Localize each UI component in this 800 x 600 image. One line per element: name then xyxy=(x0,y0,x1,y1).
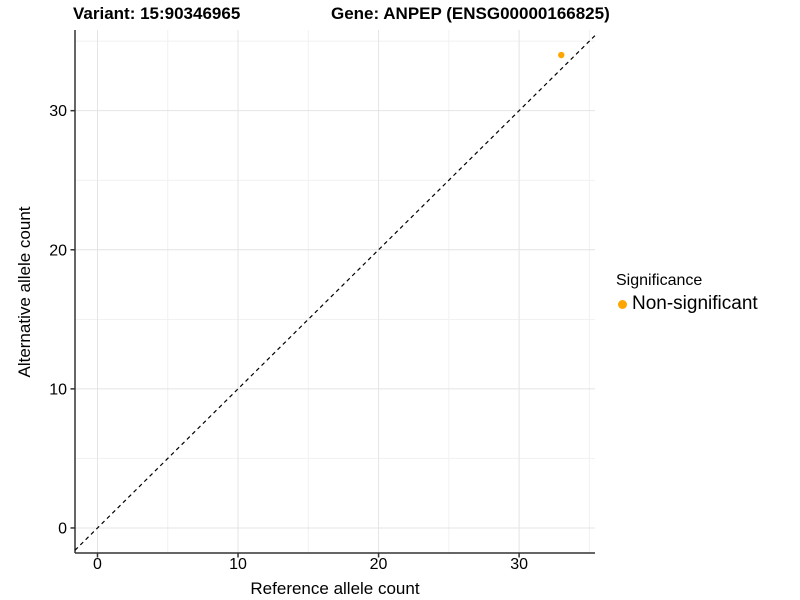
y-tick-label: 10 xyxy=(49,381,67,398)
y-axis-title: Alternative allele count xyxy=(15,206,34,378)
identity-line xyxy=(74,35,596,551)
y-tick-label: 0 xyxy=(58,520,67,537)
variant-title: Variant: 15:90346965 xyxy=(73,4,241,23)
x-tick-label: 30 xyxy=(510,556,528,573)
legend-title: Significance xyxy=(616,272,703,289)
gene-title: Gene: ANPEP (ENSG00000166825) xyxy=(331,4,610,23)
y-tick-label: 30 xyxy=(49,103,67,120)
x-tick-label: 0 xyxy=(93,556,102,573)
legend-item-label: Non-significant xyxy=(632,293,758,314)
x-axis-title: Reference allele count xyxy=(250,579,420,598)
legend: Significance Non-significant xyxy=(616,271,758,314)
data-point xyxy=(558,51,565,59)
x-tick-label: 20 xyxy=(370,556,388,573)
legend-point-icon xyxy=(618,299,627,309)
x-tick-label: 10 xyxy=(229,556,247,573)
legend-item: Non-significant xyxy=(616,294,758,314)
y-tick-label: 20 xyxy=(49,242,67,259)
plot-panel xyxy=(75,30,595,553)
